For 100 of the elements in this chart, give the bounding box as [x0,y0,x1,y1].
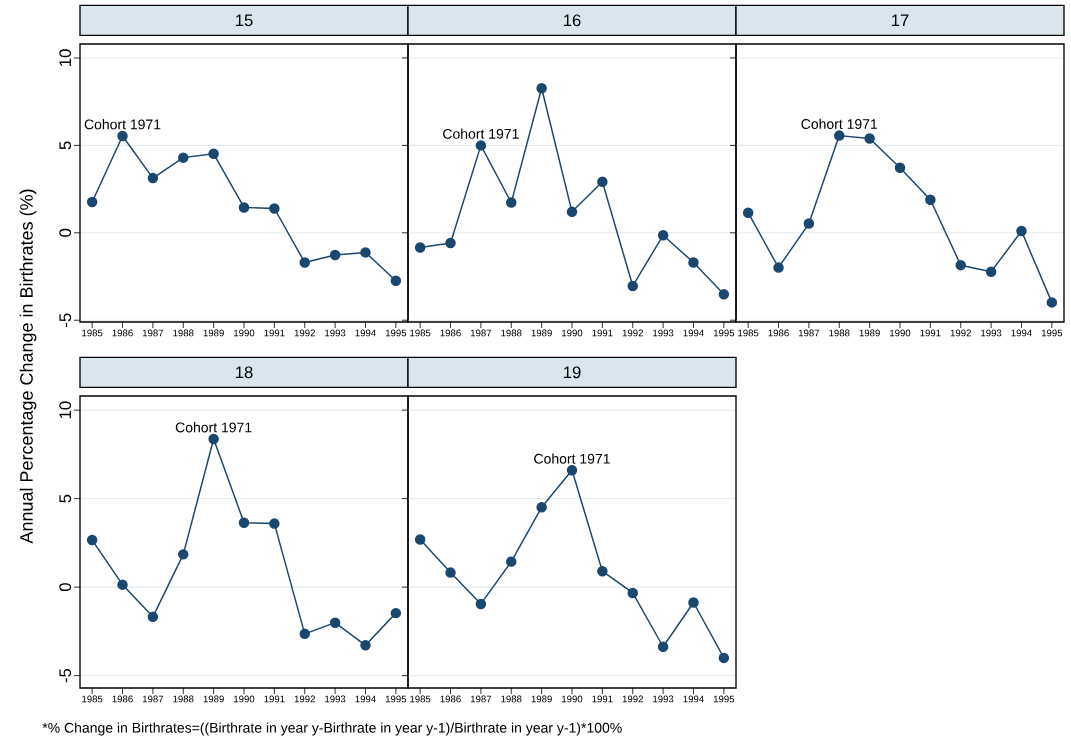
x-tick-label: 1991 [264,695,285,703]
x-tick-label: 1994 [355,695,376,703]
x-tick-label: 1992 [294,695,315,703]
point [985,266,997,278]
point [506,197,517,208]
point [414,534,426,545]
point [803,218,815,229]
chart-title: 18 [236,366,253,379]
x-tick-label: 1985 [82,695,103,703]
point [536,502,547,513]
x-tick-label: 1986 [112,695,133,703]
x-tick-label: 1993 [325,329,346,337]
x-tick-label: 1993 [325,695,346,703]
x-tick-label: 1986 [768,329,789,337]
point [718,289,730,300]
x-tick-label: 1988 [173,695,194,703]
x-tick-label: 1991 [592,695,613,703]
chart-title: 19 [564,366,581,379]
point [834,130,845,141]
y-axis-title: Annual Percentage Change in Birthrates (%) [19,189,37,544]
x-tick-label: 1986 [112,329,133,337]
x-tick-label: 1987 [798,329,820,337]
point [86,196,98,208]
x-tick-label: 1990 [890,329,911,337]
point [117,130,128,142]
x-tick-label: 1993 [981,329,1002,337]
point [506,556,517,567]
x-tick-label: 1991 [920,329,941,337]
x-tick-label: 1987 [142,329,164,337]
x-tick-label: 1992 [950,329,971,337]
point [329,249,341,261]
x-tick-label: 1994 [355,329,376,337]
x-tick-label: 1987 [470,695,492,703]
x-tick-label: 1988 [173,329,194,337]
point [718,652,730,664]
point [864,133,875,144]
point [955,259,966,271]
point [597,565,608,577]
point [925,194,936,206]
point [238,517,250,528]
x-tick-label: 1985 [738,329,759,337]
point [445,237,456,249]
y-tick-label: 10 [59,401,72,419]
chart-title: 15 [236,14,253,27]
annotation: Cohort 1971 [534,453,610,464]
point [178,152,189,163]
x-tick-label: 1992 [294,329,315,337]
y-tick-label: 0 [59,228,72,237]
point [147,611,159,623]
y-tick-label: 10 [59,49,72,66]
annotation: Cohort 1971 [443,128,519,139]
point [475,140,487,151]
point [269,518,280,529]
x-tick-label: 1995 [385,329,407,337]
point [360,247,371,258]
annotation: Cohort 1971 [84,119,161,130]
x-tick-label: 1989 [531,329,552,337]
point [269,203,280,214]
point [597,176,608,188]
point [445,567,456,578]
text: *% Change in Birthrates=((Birthrate in year y-Birthrate in year y-1)/Birthrate in year y-1)*100% [42,722,622,736]
x-tick-label: 1987 [470,329,492,337]
point [238,202,250,213]
y-tick-label: 5 [59,141,72,150]
x-tick-label: 1990 [234,329,255,337]
x-tick-label: 1988 [501,695,522,703]
point [390,607,402,619]
x-tick-label: 1987 [142,695,164,703]
x-tick-label: 1988 [501,329,522,337]
x-tick-label: 1994 [683,329,704,337]
point [329,617,341,628]
point [1016,225,1027,237]
x-tick-label: 1986 [440,695,461,703]
y-tick-label: 0 [59,583,72,592]
chart-title: 16 [564,14,581,27]
point [1046,297,1058,308]
point [688,597,699,608]
y-tick-label: -5 [59,668,72,683]
x-tick-label: 1995 [713,329,735,337]
x-tick-label: 1994 [1011,329,1032,337]
point [414,242,426,253]
point [86,534,98,546]
point [147,172,159,184]
x-tick-label: 1990 [562,329,583,337]
point [208,433,219,445]
x-tick-label: 1991 [264,329,285,337]
x-tick-label: 1986 [440,329,461,337]
x-tick-label: 1993 [653,695,674,703]
y-tick-label: -5 [59,313,72,327]
point [566,206,578,218]
point [536,82,547,94]
point [178,549,189,560]
x-tick-label: 1985 [82,329,103,337]
x-tick-label: 1991 [592,329,613,337]
x-tick-label: 1989 [859,329,880,337]
x-tick-label: 1993 [653,329,674,337]
point [390,275,402,286]
x-tick-label: 1989 [531,695,552,703]
x-tick-label: 1985 [410,329,431,337]
x-tick-label: 1990 [562,695,583,703]
